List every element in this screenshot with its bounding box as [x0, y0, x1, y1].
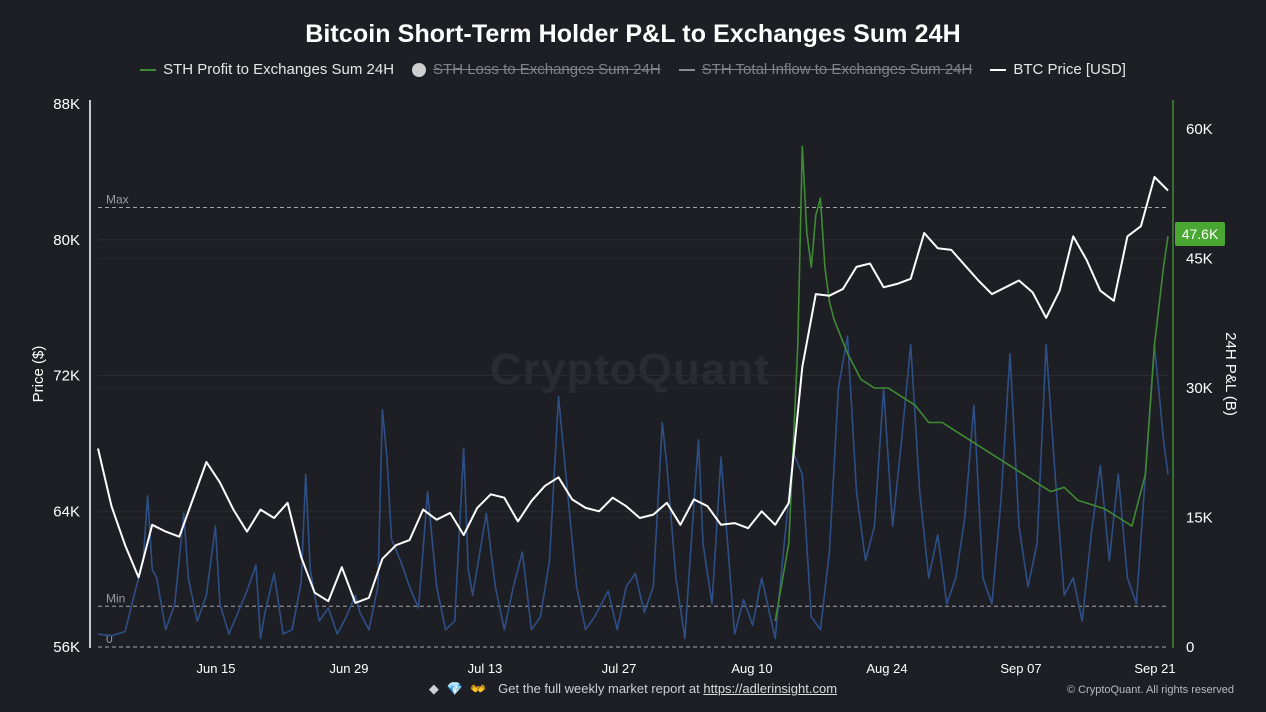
- right-tick-label: 45K: [1186, 251, 1213, 268]
- ref-line-label: 0: [106, 632, 113, 646]
- legend-item-btc-price[interactable]: BTC Price [USD]: [990, 61, 1126, 78]
- copyright: © CryptoQuant. All rights reserved: [1066, 684, 1234, 696]
- series-btc-price-usd-: [97, 176, 1169, 604]
- current-value-badge: 47.6K: [1175, 222, 1225, 246]
- ref-line-label: Min: [106, 591, 125, 605]
- right-axis-ticks: 60K 45K 30K 15K 0: [1186, 121, 1213, 656]
- chart-legend: STH Profit to Exchanges Sum 24H STH Loss…: [0, 61, 1266, 78]
- x-tick-label: Sep 07: [1000, 661, 1041, 676]
- legend-label: STH Loss to Exchanges Sum 24H: [433, 61, 661, 78]
- right-axis-label: 24H P&L (B): [1222, 332, 1239, 416]
- x-tick-label: Aug 10: [731, 661, 772, 676]
- left-tick-label: 56K: [53, 639, 80, 656]
- left-tick-label: 72K: [53, 368, 80, 385]
- legend-item-sth-profit[interactable]: STH Profit to Exchanges Sum 24H: [140, 61, 394, 78]
- x-axis-ticks: Jun 15 Jun 29 Jul 13 Jul 27 Aug 10 Aug 24 Sep …: [196, 661, 1175, 676]
- chart-title: Bitcoin Short-Term Holder P&L to Exchang…: [305, 20, 961, 48]
- x-tick-label: Aug 24: [866, 661, 907, 676]
- legend-swatch-dot-icon: [412, 62, 427, 77]
- legend-swatch-line-icon: [678, 68, 695, 71]
- legend-label: STH Total Inflow to Exchanges Sum 24H: [701, 61, 973, 78]
- x-tick-label: Jun 29: [329, 661, 368, 676]
- x-tick-label: Sep 21: [1134, 661, 1175, 676]
- footer: ◆ 💎 👐 Get the full weekly market report …: [0, 681, 1266, 697]
- footer-link[interactable]: https://adlerinsight.com: [703, 681, 838, 696]
- right-tick-label: 15K: [1186, 510, 1213, 527]
- left-tick-label: 80K: [53, 232, 80, 249]
- series-layer: [97, 145, 1169, 640]
- x-tick-label: Jul 27: [602, 661, 637, 676]
- reference-lines: Max Min 0: [98, 193, 1168, 648]
- left-tick-label: 88K: [53, 96, 80, 113]
- right-tick-label: 30K: [1186, 380, 1213, 397]
- current-value-badge-label: 47.6K: [1182, 226, 1219, 242]
- right-tick-label: 0: [1186, 639, 1194, 656]
- left-tick-label: 64K: [53, 503, 80, 520]
- right-tick-label: 60K: [1186, 121, 1213, 138]
- left-axis-ticks: 88K 80K 72K 64K 56K: [53, 96, 80, 656]
- footer-text: Get the full weekly market report at: [498, 681, 700, 696]
- legend-swatch-line-icon: [990, 68, 1007, 71]
- legend-label: BTC Price [USD]: [1013, 61, 1126, 78]
- legend-swatch-line-icon: [140, 68, 157, 71]
- watermark: CryptoQuant: [490, 345, 770, 394]
- x-tick-label: Jun 15: [196, 661, 235, 676]
- series-sth-inflow-oscillation: [97, 335, 1169, 640]
- legend-item-sth-total-inflow[interactable]: STH Total Inflow to Exchanges Sum 24H: [678, 61, 973, 78]
- ref-line-label: Max: [106, 193, 129, 207]
- x-tick-label: Jul 13: [468, 661, 503, 676]
- gridlines: [98, 239, 1168, 518]
- legend-item-sth-loss[interactable]: STH Loss to Exchanges Sum 24H: [412, 61, 661, 78]
- axes: [89, 100, 1174, 648]
- series-sth-profit-to-exchanges-sum-24h: [774, 145, 1169, 622]
- left-axis-label: Price ($): [30, 346, 47, 403]
- footer-emoji-icon: ◆ 💎 👐: [428, 681, 489, 696]
- legend-label: STH Profit to Exchanges Sum 24H: [163, 61, 395, 78]
